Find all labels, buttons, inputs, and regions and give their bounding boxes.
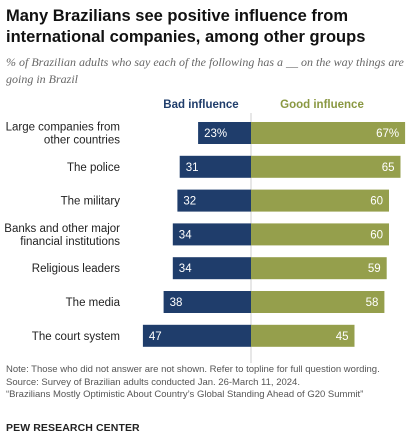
- diverging-bar-chart: 23% 67% Large companies from other countrie…: [4, 113, 406, 363]
- category-label-the-police: The police: [67, 162, 120, 174]
- footer-source: Source: Survey of Brazilian adults condu…: [6, 376, 300, 388]
- bar-bad-the-court-system: [142, 324, 251, 347]
- value-label-good-the-court-system: 45: [336, 331, 349, 343]
- value-label-bad-the-court-system: 47: [149, 331, 162, 343]
- chart-footer: Note: Those who did not answer are not s…: [6, 364, 416, 402]
- value-label-bad-the-military: 32: [183, 196, 196, 208]
- pew-logo-text: PEW RESEARCH CENTER: [6, 422, 140, 434]
- value-label-good-the-military: 60: [370, 196, 383, 208]
- category-label-religious-leaders: Religious leaders: [32, 263, 120, 275]
- chart-subtitle: % of Brazilian adults who say each of th…: [6, 55, 404, 86]
- bar-bad-large-companies-from-other-countries: [198, 122, 251, 144]
- bar-bad-the-media: [163, 291, 251, 313]
- chart-title: Many Brazilians see positive influence f…: [6, 7, 366, 46]
- footer-report: “Brazilians Mostly Optimistic About Coun…: [6, 389, 364, 400]
- value-label-good-religious-leaders: 59: [368, 263, 381, 275]
- footer-note: Note: Those who did not answer are not s…: [6, 364, 380, 375]
- bar-bad-the-police: [179, 155, 251, 178]
- category-label-the-military: The military: [61, 196, 121, 208]
- value-label-bad-large-companies-from-other-countries: 23%: [204, 128, 227, 140]
- legend-bad-influence: Bad influence: [163, 99, 239, 111]
- bar-good-religious-leaders: [251, 257, 387, 280]
- bar-good-the-court-system: [251, 324, 355, 347]
- bar-good-banks-and-other-major-financial-institutions: [251, 223, 389, 246]
- value-label-bad-the-police: 31: [186, 162, 199, 174]
- category-label-the-court-system: The court system: [32, 331, 120, 343]
- category-label-the-media: The media: [66, 297, 121, 309]
- category-label-large-companies-from-other-countries: Large companies from other countries: [6, 122, 121, 147]
- legend-good-influence: Good influence: [280, 99, 364, 111]
- value-label-good-large-companies-from-other-countries: 67%: [376, 128, 399, 140]
- category-label-banks-and-other-major-financial-institutions: Banks and other major financial instituti…: [4, 223, 120, 248]
- bar-bad-religious-leaders: [172, 257, 251, 280]
- bar-good-the-police: [251, 155, 401, 178]
- bar-bad-banks-and-other-major-financial-institutions: [172, 223, 251, 246]
- bar-good-the-military: [251, 189, 389, 212]
- bar-good-large-companies-from-other-countries: [251, 122, 406, 144]
- value-label-bad-the-media: 38: [170, 297, 183, 309]
- value-label-bad-banks-and-other-major-financial-institutions: 34: [179, 229, 192, 241]
- bar-good-the-media: [251, 291, 385, 313]
- value-label-good-banks-and-other-major-financial-institutions: 60: [370, 229, 383, 241]
- value-label-bad-religious-leaders: 34: [179, 263, 192, 275]
- bar-bad-the-military: [177, 189, 251, 212]
- value-label-good-the-media: 58: [366, 297, 379, 309]
- value-label-good-the-police: 65: [382, 162, 395, 174]
